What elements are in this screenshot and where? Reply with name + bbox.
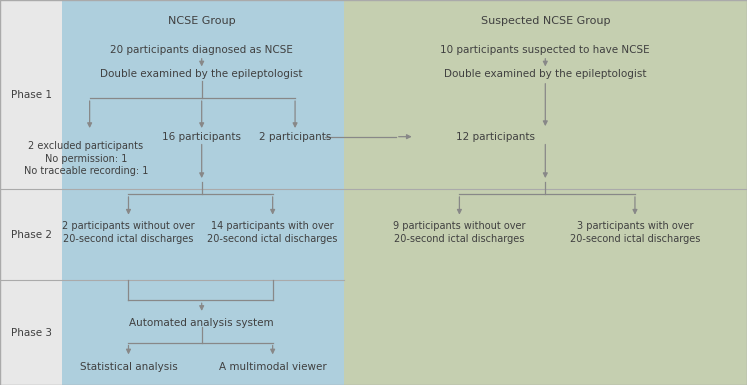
Text: Phase 2: Phase 2 — [11, 230, 52, 240]
Text: 16 participants: 16 participants — [162, 132, 241, 142]
Text: 10 participants suspected to have NCSE: 10 participants suspected to have NCSE — [441, 45, 650, 55]
Bar — [344, 0, 747, 385]
Bar — [0, 0, 62, 385]
Text: Phase 3: Phase 3 — [11, 328, 52, 338]
Text: Suspected NCSE Group: Suspected NCSE Group — [480, 16, 610, 26]
Text: 2 participants: 2 participants — [259, 132, 331, 142]
Bar — [62, 0, 344, 385]
Text: A multimodal viewer: A multimodal viewer — [219, 362, 326, 372]
Text: 20-second ictal discharges: 20-second ictal discharges — [570, 234, 700, 244]
Text: No traceable recording: 1: No traceable recording: 1 — [24, 166, 148, 176]
Text: Double examined by the epileptologist: Double examined by the epileptologist — [100, 69, 303, 79]
Text: 9 participants without over: 9 participants without over — [393, 221, 526, 231]
Text: Double examined by the epileptologist: Double examined by the epileptologist — [444, 69, 647, 79]
Text: NCSE Group: NCSE Group — [168, 16, 235, 26]
Text: No permission: 1: No permission: 1 — [45, 154, 127, 164]
Text: 12 participants: 12 participants — [456, 132, 535, 142]
Text: Automated analysis system: Automated analysis system — [129, 318, 274, 328]
Text: 20 participants diagnosed as NCSE: 20 participants diagnosed as NCSE — [111, 45, 293, 55]
Text: Statistical analysis: Statistical analysis — [80, 362, 177, 372]
Text: 2 participants without over: 2 participants without over — [62, 221, 195, 231]
Text: 14 participants with over: 14 participants with over — [211, 221, 334, 231]
Text: 20-second ictal discharges: 20-second ictal discharges — [394, 234, 524, 244]
Text: 2 excluded participants: 2 excluded participants — [28, 141, 143, 151]
Text: Phase 1: Phase 1 — [11, 90, 52, 100]
Text: 20-second ictal discharges: 20-second ictal discharges — [208, 234, 338, 244]
Text: 3 participants with over: 3 participants with over — [577, 221, 693, 231]
Text: 20-second ictal discharges: 20-second ictal discharges — [63, 234, 193, 244]
